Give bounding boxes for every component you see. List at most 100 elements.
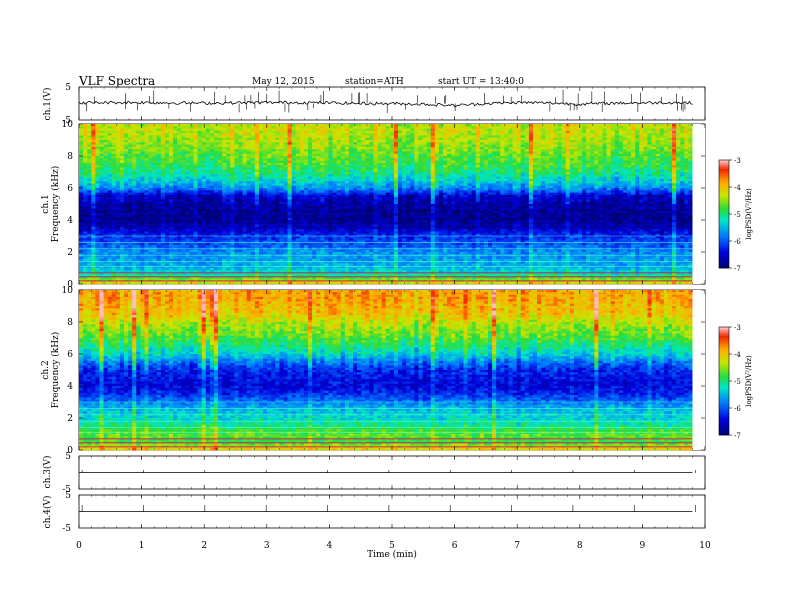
spectrogram-cell: [271, 174, 275, 177]
spectrogram-cell: [157, 177, 161, 180]
spectrogram-cell: [206, 165, 210, 168]
spectrogram-cell: [508, 177, 512, 180]
spectrogram-cell: [161, 177, 165, 180]
spectrogram-cell: [243, 188, 247, 191]
spectrogram-cell: [198, 142, 202, 145]
spectrogram-cell: [214, 177, 218, 180]
spectrogram-cell: [517, 158, 521, 161]
spectrogram-cell: [529, 129, 533, 132]
spectrogram-cell: [369, 170, 373, 173]
spectrogram-cell: [128, 183, 132, 186]
spectrogram-cell: [279, 151, 283, 154]
spectrogram-cell: [210, 165, 214, 168]
spectrogram-cell: [153, 167, 157, 170]
spectrogram-cell: [545, 197, 549, 200]
spectrogram-cell: [615, 195, 619, 198]
spectrogram-cell: [300, 183, 304, 186]
spectrogram-cell: [406, 193, 410, 196]
spectrogram-cell: [87, 197, 91, 200]
spectrogram-cell: [283, 158, 287, 161]
spectrogram-cell: [402, 147, 406, 150]
spectrogram-cell: [545, 133, 549, 136]
spectrogram-cell: [194, 190, 198, 193]
spectrogram-cell: [251, 170, 255, 173]
spectrogram-cell: [357, 145, 361, 148]
spectrogram-cell: [99, 179, 103, 182]
spectrogram-cell: [402, 172, 406, 175]
spectrogram-cell: [226, 138, 230, 141]
spectrogram-cell: [288, 142, 292, 145]
spectrogram-cell: [95, 135, 99, 138]
spectrogram-cell: [144, 142, 148, 145]
spectrogram-cell: [149, 197, 153, 200]
spectrogram-cell: [255, 133, 259, 136]
spectrogram-cell: [607, 181, 611, 184]
spectrogram-cell: [144, 145, 148, 148]
spectrogram-cell: [353, 131, 357, 134]
spectrogram-cell: [153, 158, 157, 161]
spectrogram-cell: [255, 193, 259, 196]
spectrogram-cell: [378, 181, 382, 184]
spectrogram-cell: [333, 181, 337, 184]
spectrogram-cell: [447, 190, 451, 193]
spectrogram-cell: [635, 179, 639, 182]
spectrogram-cell: [615, 124, 619, 127]
spectrogram-cell: [394, 179, 398, 182]
spectrogram-cell: [508, 158, 512, 161]
spectrogram-cell: [259, 147, 263, 150]
spectrogram-cell: [586, 163, 590, 166]
spectrogram-cell: [267, 197, 271, 200]
spectrogram-cell: [283, 183, 287, 186]
spectrogram-cell: [161, 174, 165, 177]
spectrogram-cell: [435, 131, 439, 134]
spectrogram-cell: [615, 190, 619, 193]
spectrogram-cell: [598, 193, 602, 196]
spectrogram-cell: [431, 138, 435, 141]
spectrogram-cell: [398, 193, 402, 196]
spectrogram-cell: [398, 183, 402, 186]
spectrogram-cell: [435, 188, 439, 191]
spectrogram-cell: [251, 183, 255, 186]
spectrogram-cell: [476, 167, 480, 170]
spectrogram-cell: [639, 156, 643, 159]
spectrogram-cell: [316, 149, 320, 152]
spectrogram-cell: [619, 193, 623, 196]
spectrogram-cell: [181, 199, 185, 202]
spectrogram-cell: [378, 156, 382, 159]
spectrogram-cell: [672, 131, 676, 134]
spectrogram-cell: [373, 181, 377, 184]
spectrogram-cell: [463, 193, 467, 196]
spectrogram-cell: [656, 161, 660, 164]
spectrogram-cell: [468, 188, 472, 191]
spectrogram-cell: [459, 147, 463, 150]
spectrogram-cell: [603, 179, 607, 182]
spectrogram-cell: [611, 131, 615, 134]
spectrogram-cell: [210, 140, 214, 143]
spectrogram-cell: [194, 167, 198, 170]
spectrogram-cell: [394, 131, 398, 134]
spectrogram-cell: [357, 131, 361, 134]
spectrogram-cell: [369, 135, 373, 138]
spectrogram-cell: [288, 163, 292, 166]
spectrogram-cell: [423, 197, 427, 200]
spectrogram-cell: [402, 193, 406, 196]
spectrogram-cell: [578, 142, 582, 145]
spectrogram-cell: [373, 186, 377, 189]
spectrogram-cell: [635, 170, 639, 173]
spectrogram-cell: [390, 181, 394, 184]
spectrogram-cell: [533, 186, 537, 189]
spectrogram-cell: [108, 195, 112, 198]
spectrogram-cell: [83, 156, 87, 159]
spectrogram-cell: [513, 172, 517, 175]
spectrogram-cell: [631, 145, 635, 148]
spectrogram-cell: [562, 142, 566, 145]
spectrogram-cell: [382, 158, 386, 161]
spectrogram-cell: [328, 167, 332, 170]
spectrogram-cell: [296, 179, 300, 182]
spectrogram-cell: [594, 170, 598, 173]
spectrogram-cell: [271, 170, 275, 173]
spectrogram-cell: [353, 195, 357, 198]
spectrogram-cell: [525, 165, 529, 168]
spectrogram-cell: [562, 149, 566, 152]
spectrogram-cell: [398, 133, 402, 136]
